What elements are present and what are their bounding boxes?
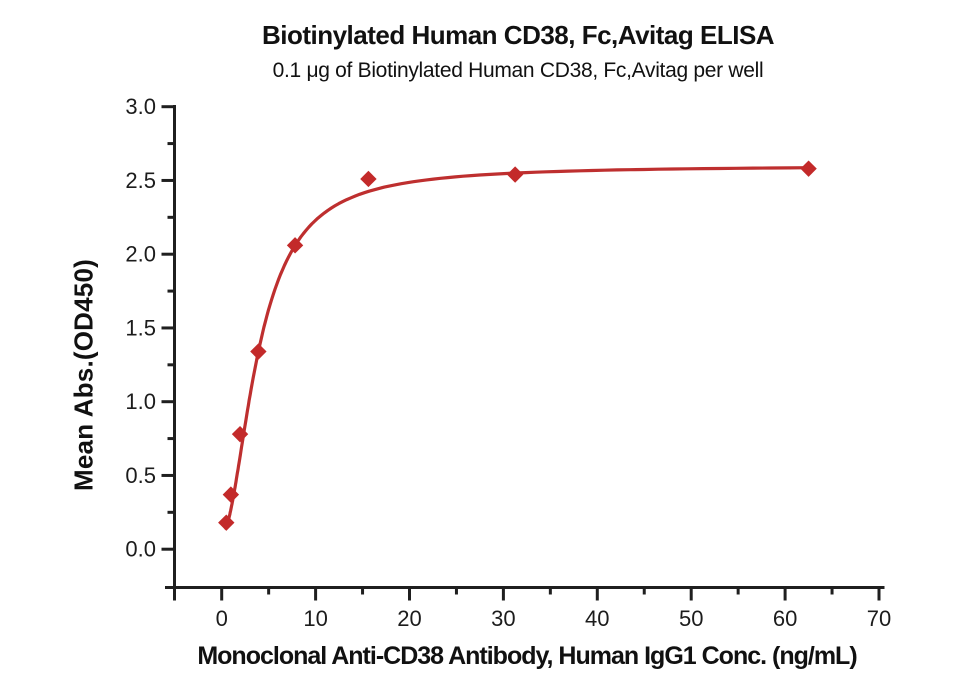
tick-labels: 0 10 20 30 40 50 60 70 0.0 0.5 1.0 1.5 2.0 2.5 3.0 [125,94,891,631]
x-tick-label: 50 [679,606,703,631]
data-point [222,486,240,503]
y-tick-label: 3.0 [125,94,156,119]
data-point-markers [218,160,817,531]
data-point [360,170,377,188]
y-tick-label: 1.0 [125,389,156,414]
y-tick-label: 2.0 [125,242,156,267]
data-point [231,425,249,443]
y-tick-label: 0.0 [125,537,156,562]
x-tick-label: 0 [216,606,228,631]
data-point [506,166,524,183]
dose-response-curve [224,166,811,530]
x-tick-label: 40 [585,606,609,631]
data-point [286,237,304,254]
x-tick-label: 60 [773,606,797,631]
data-point [800,160,817,177]
tick-marks [161,105,881,601]
y-tick-label: 2.5 [125,168,156,193]
x-tick-label: 10 [303,606,327,631]
data-point [250,343,267,360]
fit-curve [224,166,811,530]
axis-lines [165,105,885,601]
x-tick-label: 30 [491,606,515,631]
chart-title: Biotinylated Human CD38, Fc,Avitag ELISA [261,20,775,50]
x-axis-label: Monoclonal Anti-CD38 Antibody, Human IgG… [197,642,857,670]
y-tick-label: 1.5 [125,315,156,340]
x-tick-label: 70 [867,606,891,631]
y-tick-label: 0.5 [125,463,156,488]
x-tick-label: 20 [397,606,421,631]
chart-subtitle: 0.1 μg of Biotinylated Human CD38, Fc,Av… [272,59,764,82]
data-point [218,514,235,531]
